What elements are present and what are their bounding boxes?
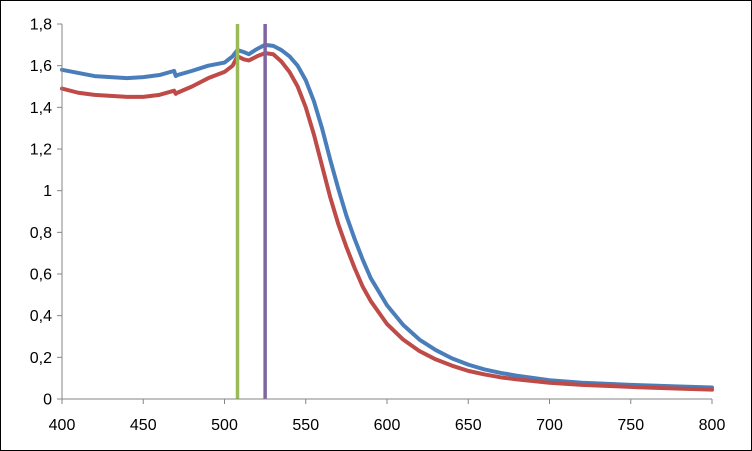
x-tick-label: 700 bbox=[536, 417, 563, 434]
marker-lines-layer bbox=[235, 24, 267, 399]
x-tick-label: 450 bbox=[130, 417, 157, 434]
x-tick-label: 750 bbox=[617, 417, 644, 434]
y-tick-label: 1,4 bbox=[30, 100, 52, 117]
y-tick-label: 0,2 bbox=[30, 350, 52, 367]
y-tick-label: 0 bbox=[43, 392, 52, 409]
series-line-1 bbox=[60, 42, 714, 390]
x-tick-label: 650 bbox=[455, 417, 482, 434]
x-tick-label: 600 bbox=[374, 417, 401, 434]
x-tick-label: 550 bbox=[292, 417, 319, 434]
x-tick-label: 800 bbox=[699, 417, 726, 434]
x-tick-label: 400 bbox=[49, 417, 76, 434]
x-tick-label: 500 bbox=[211, 417, 238, 434]
y-tick-label: 1,6 bbox=[30, 58, 52, 75]
series-layer bbox=[60, 42, 714, 392]
axes bbox=[57, 23, 713, 404]
tick-labels: 0 0,2 0,4 0,6 0,8 1 1,2 1,4 1,6 1,8 400 450 500 550 60… bbox=[30, 17, 726, 435]
y-tick-label: 0,8 bbox=[30, 225, 52, 242]
y-tick-label: 1,2 bbox=[30, 142, 52, 159]
y-tick-label: 1 bbox=[43, 183, 52, 200]
series-line-2 bbox=[60, 51, 714, 392]
y-tick-label: 0,6 bbox=[30, 267, 52, 284]
y-tick-label: 1,8 bbox=[30, 17, 52, 34]
y-tick-label: 0,4 bbox=[30, 308, 52, 325]
